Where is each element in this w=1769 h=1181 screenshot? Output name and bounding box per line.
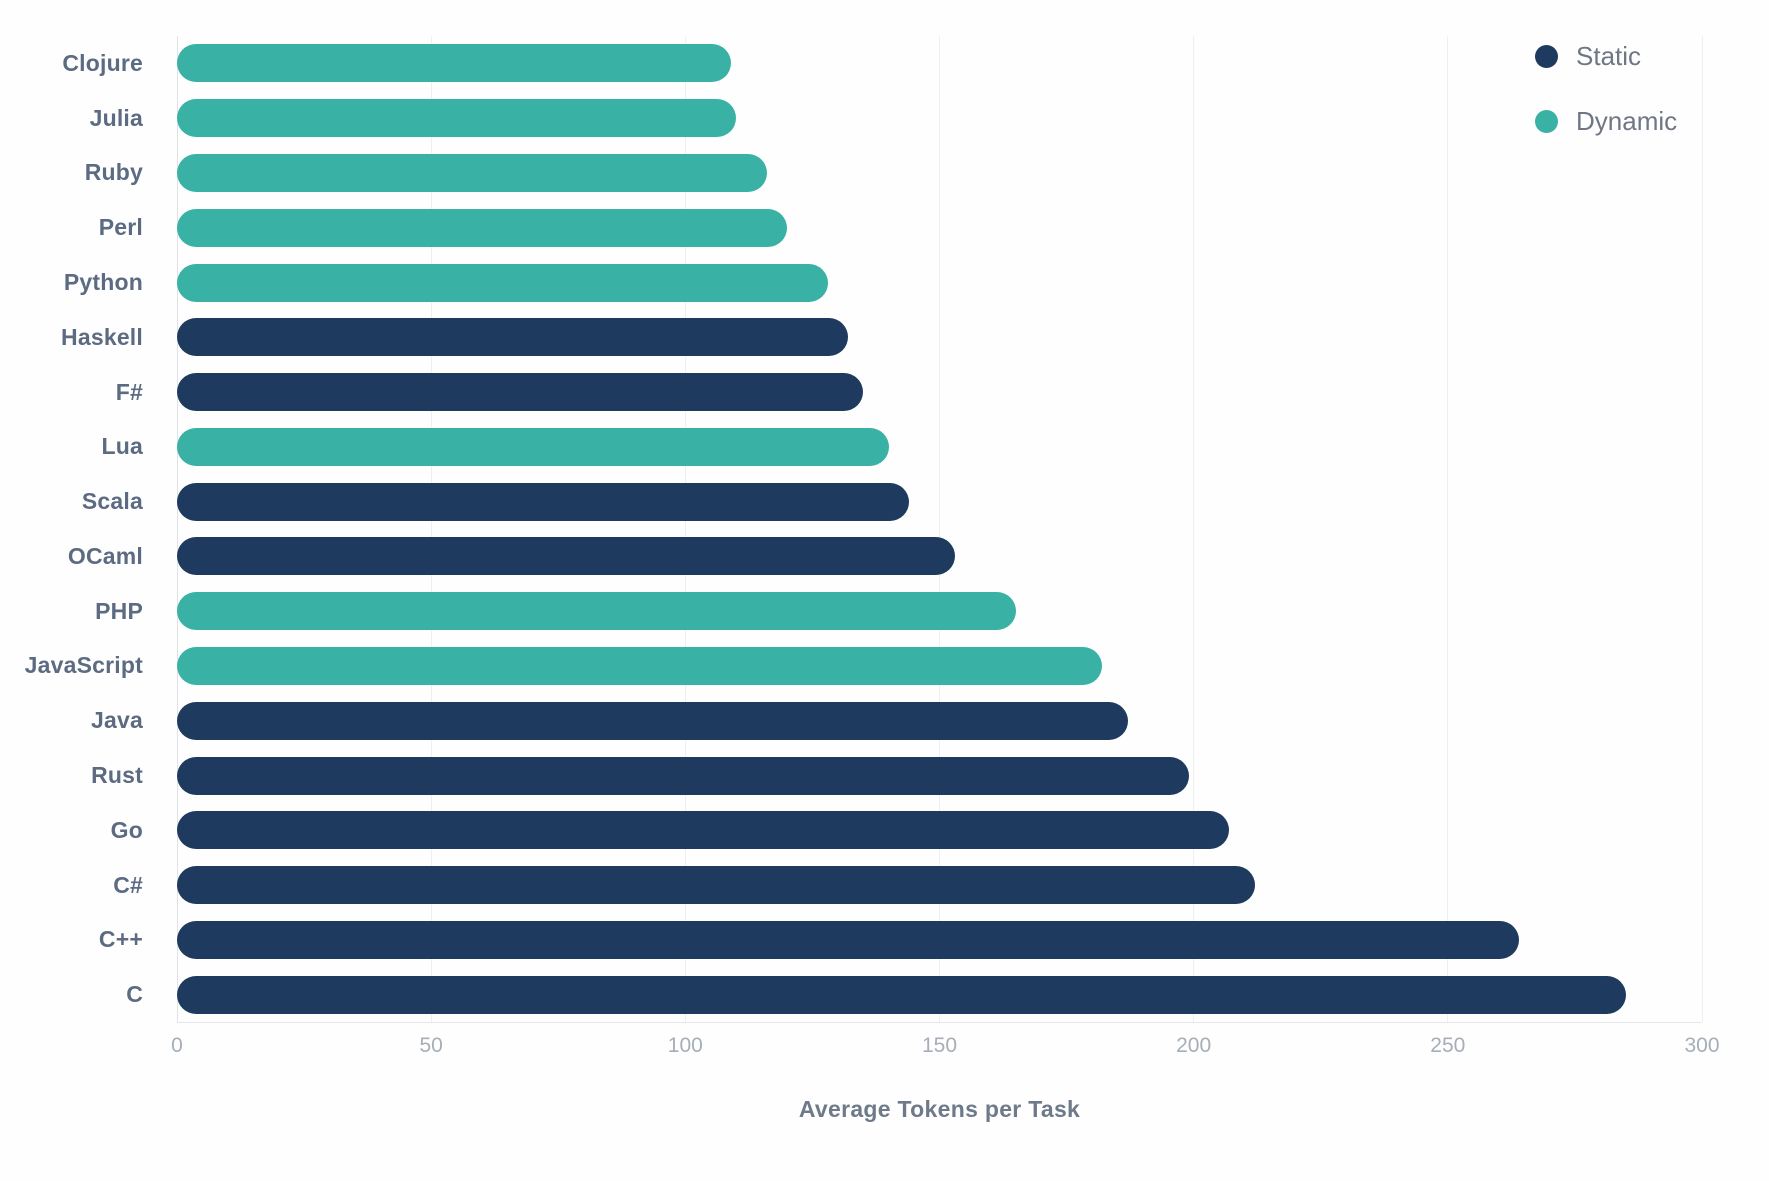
category-label-julia: Julia xyxy=(89,104,143,131)
bar-scala[interactable] xyxy=(177,482,909,521)
bar-row xyxy=(177,858,1702,913)
category-label-perl: Perl xyxy=(98,214,143,241)
gridline-50 xyxy=(430,36,432,1022)
bar-clojure[interactable] xyxy=(177,44,732,83)
bar-row xyxy=(177,474,1702,529)
x-tick-label-0: 0 xyxy=(171,1034,183,1057)
legend-label-dynamic: Dynamic xyxy=(1576,105,1678,136)
category-label-ruby: Ruby xyxy=(84,159,143,186)
gridline-250 xyxy=(1447,36,1449,1022)
category-label-python: Python xyxy=(63,269,143,296)
category-label-javascript: JavaScript xyxy=(24,652,143,679)
x-tick-label-150: 150 xyxy=(921,1034,958,1057)
bar-row xyxy=(177,803,1702,858)
gridline-0 xyxy=(176,36,178,1022)
x-axis-title: Average Tokens per Task xyxy=(798,1096,1081,1122)
x-axis-tick-labels: 0 50 100 150 200 250 300 xyxy=(171,1034,1719,1064)
category-label-c: C++ xyxy=(98,926,143,953)
legend-swatch-static-icon xyxy=(1535,44,1558,68)
bar-f[interactable] xyxy=(177,373,864,412)
bar-row xyxy=(177,529,1702,584)
bar-ocaml[interactable] xyxy=(177,537,955,576)
bar-row xyxy=(177,913,1702,968)
category-label-scala: Scala xyxy=(81,488,143,515)
x-tick-label-300: 300 xyxy=(1684,1034,1720,1057)
bar-java[interactable] xyxy=(177,701,1128,740)
bar-row xyxy=(177,36,1702,91)
bar-row xyxy=(177,639,1702,694)
bar-row xyxy=(177,967,1702,1022)
bar-row xyxy=(177,200,1702,255)
category-label-c: C# xyxy=(113,871,143,898)
bar-c[interactable] xyxy=(177,975,1626,1014)
legend-item-static[interactable]: Static xyxy=(1535,41,1677,71)
bar-go[interactable] xyxy=(177,811,1230,850)
category-label-ocaml: OCaml xyxy=(67,542,143,569)
category-label-php: PHP xyxy=(95,597,143,624)
bar-row xyxy=(177,748,1702,803)
category-label-c: C xyxy=(126,981,143,1008)
bar-javascript[interactable] xyxy=(177,646,1103,685)
gridline-200 xyxy=(1193,36,1195,1022)
bar-ruby[interactable] xyxy=(177,153,767,192)
category-label-f: F# xyxy=(115,378,143,405)
x-tick-label-250: 250 xyxy=(1430,1034,1466,1057)
bar-rust[interactable] xyxy=(177,756,1189,795)
bar-row xyxy=(177,365,1702,420)
category-label-haskell: Haskell xyxy=(61,323,143,350)
category-label-lua: Lua xyxy=(101,433,143,460)
bar-python[interactable] xyxy=(177,263,828,302)
gridline-300 xyxy=(1701,36,1703,1022)
legend: Static Dynamic xyxy=(1535,41,1677,136)
bar-perl[interactable] xyxy=(177,208,787,247)
y-axis-labels: Clojure Julia Ruby Perl Python Haskell F# Lua Sc… xyxy=(0,36,143,1022)
category-label-go: Go xyxy=(110,816,143,843)
x-tick-label-100: 100 xyxy=(667,1034,703,1057)
x-axis-line xyxy=(177,1022,1702,1023)
bar-haskell[interactable] xyxy=(177,318,848,357)
bar-c[interactable] xyxy=(177,866,1255,905)
plot-area xyxy=(176,36,1703,1022)
bar-row xyxy=(177,146,1702,201)
x-tick-label-50: 50 xyxy=(419,1034,443,1057)
bar-julia[interactable] xyxy=(177,99,737,138)
x-tick-label-200: 200 xyxy=(1176,1034,1212,1057)
bar-rows xyxy=(177,36,1702,1022)
bar-row xyxy=(177,91,1702,146)
gridline-100 xyxy=(684,36,686,1022)
bar-row xyxy=(177,419,1702,474)
category-label-java: Java xyxy=(91,707,143,734)
legend-label-static: Static xyxy=(1576,40,1642,71)
bar-row xyxy=(177,693,1702,748)
bar-row xyxy=(177,255,1702,310)
bar-php[interactable] xyxy=(177,592,1016,631)
gridline-150 xyxy=(939,36,940,1022)
bar-row xyxy=(177,584,1702,639)
bar-c[interactable] xyxy=(177,920,1519,959)
category-label-clojure: Clojure xyxy=(62,49,143,76)
legend-swatch-dynamic-icon xyxy=(1535,109,1558,133)
bar-row xyxy=(177,310,1702,365)
category-label-rust: Rust xyxy=(91,762,143,789)
legend-item-dynamic[interactable]: Dynamic xyxy=(1535,106,1677,136)
bar-lua[interactable] xyxy=(177,427,889,466)
